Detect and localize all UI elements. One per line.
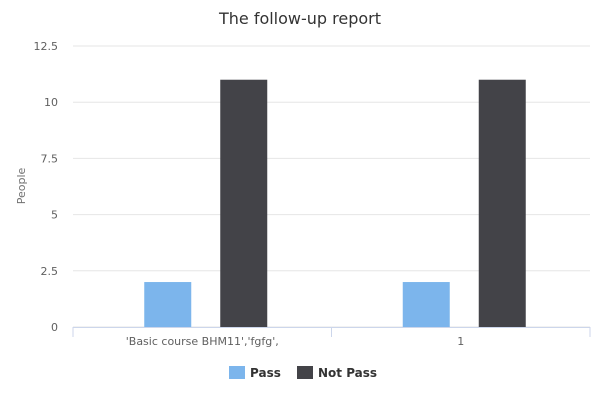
legend-item-not-pass[interactable]: Not Pass — [297, 366, 377, 380]
y-tick-label: 12.5 — [34, 40, 59, 53]
x-tick-label: 1 — [457, 335, 464, 348]
bar-pass[interactable] — [402, 282, 450, 327]
y-tick-label: 10 — [44, 96, 58, 109]
chart-title: The follow-up report — [218, 9, 381, 28]
y-axis-label: People — [15, 167, 28, 204]
y-tick-label: 5 — [51, 209, 58, 222]
bar-not-pass[interactable] — [478, 79, 526, 327]
legend-swatch — [229, 366, 245, 379]
legend[interactable]: Pass Not Pass — [229, 366, 377, 380]
legend-item-pass[interactable]: Pass — [229, 366, 281, 380]
y-tick-labels: 0 2.5 5 7.5 10 12.5 — [34, 40, 59, 334]
y-tick-label: 0 — [51, 321, 58, 334]
legend-label: Not Pass — [318, 366, 377, 380]
y-tick-label: 7.5 — [41, 152, 59, 165]
legend-label: Pass — [250, 366, 281, 380]
legend-swatch — [297, 366, 313, 379]
x-tick-label: 'Basic course BHM11','fgfg', — [126, 335, 279, 348]
bars — [144, 79, 526, 327]
y-tick-label: 2.5 — [41, 265, 59, 278]
bar-pass[interactable] — [144, 282, 192, 327]
bar-not-pass[interactable] — [220, 79, 268, 327]
x-axis: 'Basic course BHM11','fgfg', 1 — [72, 327, 591, 348]
